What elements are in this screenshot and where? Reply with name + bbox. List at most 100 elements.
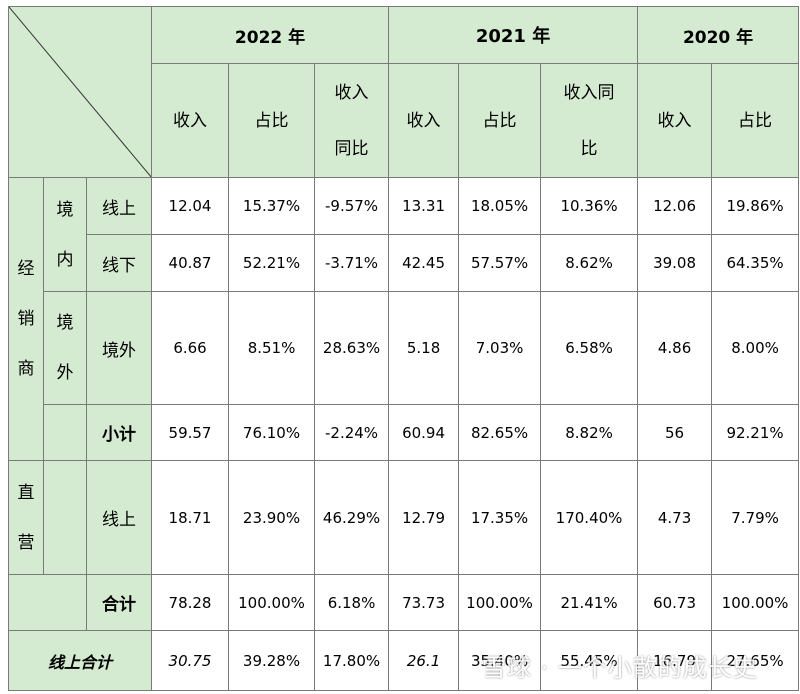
row-group-overseas: 境外 — [43, 291, 87, 405]
cell: 6.58% — [540, 291, 639, 405]
cell: 27.65% — [711, 630, 800, 691]
col-header-revenue-2020: 收入 — [637, 63, 713, 178]
cell: 76.10% — [228, 404, 316, 461]
cell: 39.08 — [637, 234, 713, 292]
header-column-row: 收入 占比 收入同比 收入 占比 收入同比 收入 占比 — [9, 63, 800, 178]
cell: 6.18% — [314, 574, 390, 631]
col-header-share-2021: 占比 — [458, 63, 542, 178]
cell: 5.18 — [388, 291, 460, 405]
cell: 12.04 — [151, 177, 230, 235]
cell: 7.79% — [711, 460, 800, 575]
year-header-2020: 2020 年 — [637, 6, 800, 64]
domestic-label: 境内 — [56, 199, 74, 270]
cell: 19.86% — [711, 177, 800, 235]
year-header-2022: 2022 年 — [151, 6, 390, 64]
empty-cell — [43, 404, 87, 461]
cell: 8.51% — [228, 291, 316, 405]
cell: 56 — [637, 404, 713, 461]
year-header-2021: 2021 年 — [388, 6, 639, 64]
empty-cell — [43, 460, 87, 575]
empty-cell — [8, 574, 87, 631]
table-row: 境外 境外 6.66 8.51% 28.63% 5.18 7.03% 6.58%… — [9, 291, 800, 405]
row-label-subtotal: 小计 — [85, 404, 153, 461]
col-header-yoy-2021-text: 收入同比 — [563, 82, 615, 159]
col-header-revenue-2022: 收入 — [151, 63, 230, 178]
cell: 55.45% — [540, 630, 639, 691]
cell: 12.06 — [637, 177, 713, 235]
cell: 15.37% — [228, 177, 316, 235]
cell: 8.62% — [540, 234, 639, 292]
cell: 26.1 — [388, 630, 460, 691]
cell: 13.31 — [388, 177, 460, 235]
table-row: 线上合计 30.75 39.28% 17.80% 26.1 35.40% 55.… — [7, 630, 800, 691]
table-row: 经销商 境内 线上 12.04 15.37% -9.57% 13.31 18.0… — [8, 177, 800, 461]
cell: 28.63% — [314, 291, 390, 405]
diagonal-corner-cell — [7, 6, 153, 178]
cell: 60.94 — [388, 404, 460, 461]
cell: 18.05% — [458, 177, 542, 235]
cell: -2.24% — [314, 404, 390, 461]
cell: 6.66 — [151, 291, 230, 405]
table-row: 直营 线上 18.71 23.90% 46.29% 12.79 17.35% 1… — [8, 460, 800, 575]
direct-label: 直营 — [17, 482, 35, 553]
cell: 64.35% — [711, 234, 800, 292]
cell: 46.29% — [314, 460, 390, 575]
cell: -9.57% — [314, 177, 390, 235]
cell: 57.57% — [458, 234, 542, 292]
cell: 4.86 — [637, 291, 713, 405]
cell: 7.03% — [458, 291, 542, 405]
cell: 100.00% — [711, 574, 800, 631]
cell: 23.90% — [228, 460, 316, 575]
cell: 40.87 — [151, 234, 230, 292]
col-header-revenue-2021: 收入 — [388, 63, 460, 178]
cell: 59.57 — [151, 404, 230, 461]
table-row: 线下 40.87 52.21% -3.71% 42.45 57.57% 8.62… — [9, 234, 800, 292]
diagonal-line — [9, 7, 151, 177]
cell: 170.40% — [540, 460, 639, 575]
row-label-total: 合计 — [85, 574, 153, 631]
cell: 21.41% — [540, 574, 639, 631]
cell: 4.73 — [637, 460, 713, 575]
header-year-row: 2022 年 2021 年 2020 年 — [7, 6, 800, 178]
watermark: 雪球 · 一个小散的成长史 — [482, 654, 758, 682]
col-header-yoy-2022: 收入同比 — [314, 63, 390, 178]
table-row: 小计 59.57 76.10% -2.24% 60.94 82.65% 8.82… — [9, 404, 800, 461]
cell: 82.65% — [458, 404, 542, 461]
cell: -3.71% — [314, 234, 390, 292]
row-label-online: 线上 — [85, 177, 153, 235]
col-header-share-2020: 占比 — [711, 63, 800, 178]
col-header-share-2022: 占比 — [228, 63, 316, 178]
row-label-online-total: 线上合计 — [7, 630, 153, 691]
row-group-direct: 直营 — [8, 460, 44, 575]
cell: 100.00% — [458, 574, 542, 631]
cell: 78.28 — [151, 574, 230, 631]
cell: 30.75 — [151, 630, 230, 691]
cell: 60.73 — [637, 574, 713, 631]
col-header-yoy-2021: 收入同比 — [540, 63, 639, 178]
cell: 8.82% — [540, 404, 639, 461]
cell: 73.73 — [388, 574, 460, 631]
cell: 52.21% — [228, 234, 316, 292]
cell: 17.80% — [314, 630, 390, 691]
cell: 39.28% — [228, 630, 316, 691]
col-header-yoy-2022-text: 收入同比 — [334, 82, 369, 159]
row-label-overseas: 境外 — [85, 291, 153, 405]
row-label-offline: 线下 — [85, 234, 153, 292]
cell: 18.71 — [151, 460, 230, 575]
cell: 8.00% — [711, 291, 800, 405]
cell: 100.00% — [228, 574, 316, 631]
cell: 17.35% — [458, 460, 542, 575]
dealer-label: 经销商 — [17, 259, 35, 379]
table-row: 合计 78.28 100.00% 6.18% 73.73 100.00% 21.… — [8, 574, 800, 631]
row-group-domestic: 境内 — [43, 177, 87, 292]
revenue-table: 2022 年 2021 年 2020 年 收入 占比 收入同比 收入 占比 收入… — [7, 6, 800, 691]
overseas-group-label: 境外 — [56, 313, 74, 383]
row-group-dealer: 经销商 — [8, 177, 44, 461]
cell: 42.45 — [388, 234, 460, 292]
cell: 35.40% — [458, 630, 542, 691]
cell: 12.79 — [388, 460, 460, 575]
cell: 92.21% — [711, 404, 800, 461]
cell: 10.36% — [540, 177, 639, 235]
cell: 16.79 — [637, 630, 713, 691]
row-label-direct-online: 线上 — [85, 460, 153, 575]
